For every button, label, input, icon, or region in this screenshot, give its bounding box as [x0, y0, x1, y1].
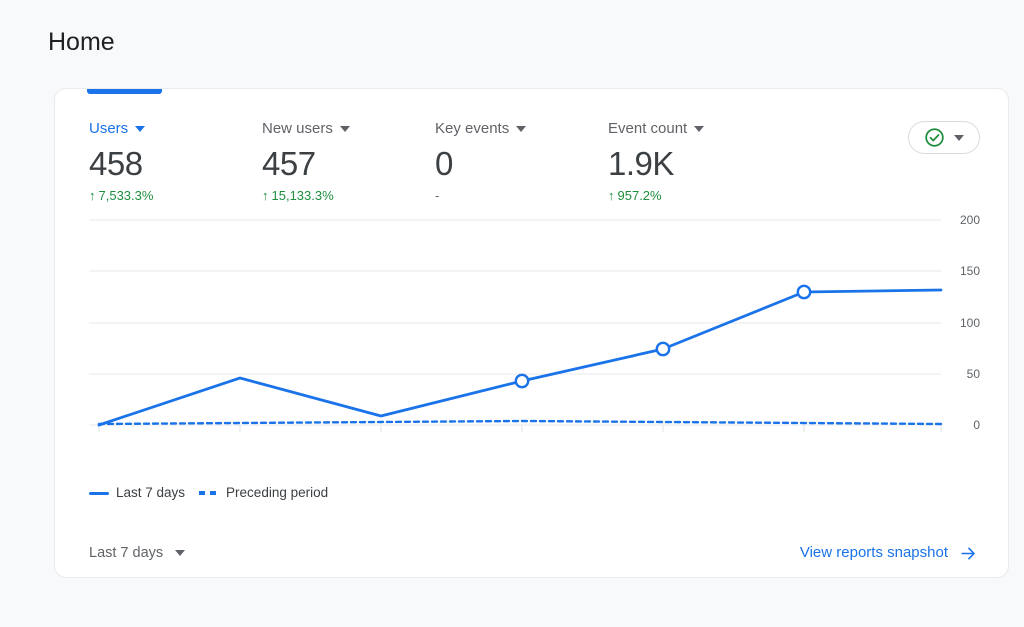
y-tick-100: 100 [960, 316, 980, 330]
page-title: Home [48, 28, 115, 56]
metric-value: 1.9K [608, 145, 674, 182]
active-tab-indicator [87, 89, 162, 94]
y-axis-labels: 200 150 100 50 0 [960, 214, 980, 432]
data-point-30 [655, 341, 671, 357]
metric-delta: ↑ 15,133.3% [262, 187, 435, 205]
chevron-down-icon[interactable] [135, 126, 146, 132]
date-range-label: Last 7 days [89, 545, 164, 561]
view-reports-snapshot-link[interactable]: View reports snapshot [800, 543, 978, 563]
metric-value: 458 [89, 145, 143, 182]
chevron-down-icon[interactable] [175, 550, 186, 556]
series-last-7-days [97, 288, 943, 427]
metric-card-users[interactable]: Users 458 ↑ 7,533.3% [89, 119, 262, 205]
legend-label: Last 7 days [116, 485, 186, 500]
chevron-down-icon[interactable] [339, 126, 350, 132]
metric-selector-event-count[interactable]: Event count [608, 119, 781, 139]
metric-selector-key-events[interactable]: Key events [435, 119, 608, 139]
arrow-right-icon [961, 547, 975, 559]
view-reports-snapshot-label: View reports snapshot [799, 544, 948, 561]
y-tick-200: 200 [960, 214, 980, 227]
metric-card-key-events[interactable]: Key events 0 - [435, 119, 608, 205]
card-footer: Last 7 days View reports snapshot [55, 527, 1008, 577]
check-circle-icon [925, 128, 944, 147]
chevron-down-icon[interactable] [954, 134, 964, 141]
date-range-selector[interactable]: Last 7 days [89, 543, 186, 563]
metric-card-event-count[interactable]: Event count 1.9K ↑ 957.2% [608, 119, 781, 205]
metric-selector-new-users[interactable]: New users [262, 119, 435, 139]
arrow-up-icon: ↑ [89, 188, 96, 203]
y-tick-150: 150 [960, 264, 980, 278]
arrow-up-icon: ↑ [608, 188, 615, 203]
data-point-29 [514, 373, 530, 389]
metric-delta-value: - [435, 188, 440, 203]
gridlines [89, 219, 941, 426]
metric-label: Key events [435, 120, 510, 137]
metric-label: Users [89, 120, 129, 137]
legend-item-preceding-period[interactable]: Preceding period [199, 484, 328, 502]
chart-canvas: 200 150 100 50 0 [89, 214, 980, 432]
metric-delta-value: 957.2% [617, 188, 662, 203]
overview-card: Users 458 ↑ 7,533.3% New users 457 ↑ 15,… [54, 88, 1009, 578]
chevron-down-icon[interactable] [516, 126, 527, 132]
chart-legend: Last 7 days Preceding period [89, 484, 328, 502]
metric-delta: ↑ 7,533.3% [89, 187, 262, 205]
chevron-down-icon[interactable] [694, 126, 705, 132]
metric-delta: - [435, 187, 608, 205]
metric-delta-value: 7,533.3% [98, 188, 154, 203]
metric-value: 0 [435, 145, 453, 182]
legend-swatch-dashed-icon [199, 491, 220, 495]
x-axis-ticks [98, 425, 942, 432]
legend-label: Preceding period [226, 485, 329, 500]
metric-label: New users [262, 120, 333, 137]
y-tick-50: 50 [967, 367, 981, 381]
data-point-31 [796, 284, 812, 300]
trend-chart[interactable]: 200 150 100 50 0 [55, 214, 1008, 439]
metric-row: Users 458 ↑ 7,533.3% New users 457 ↑ 15,… [89, 119, 929, 205]
series-preceding-period [97, 419, 943, 426]
series-markers [514, 284, 812, 389]
metric-card-new-users[interactable]: New users 457 ↑ 15,133.3% [262, 119, 435, 205]
y-tick-0: 0 [973, 418, 980, 432]
metric-value: 457 [262, 145, 316, 182]
metric-label: Event count [608, 120, 688, 137]
data-status-button[interactable] [908, 121, 980, 154]
legend-swatch-solid-icon [89, 491, 109, 495]
metric-delta-value: 15,133.3% [271, 188, 334, 203]
metric-selector-users[interactable]: Users [89, 119, 262, 139]
arrow-up-icon: ↑ [262, 188, 269, 203]
metric-delta: ↑ 957.2% [608, 187, 781, 205]
legend-item-last-7-days[interactable]: Last 7 days [89, 484, 185, 502]
